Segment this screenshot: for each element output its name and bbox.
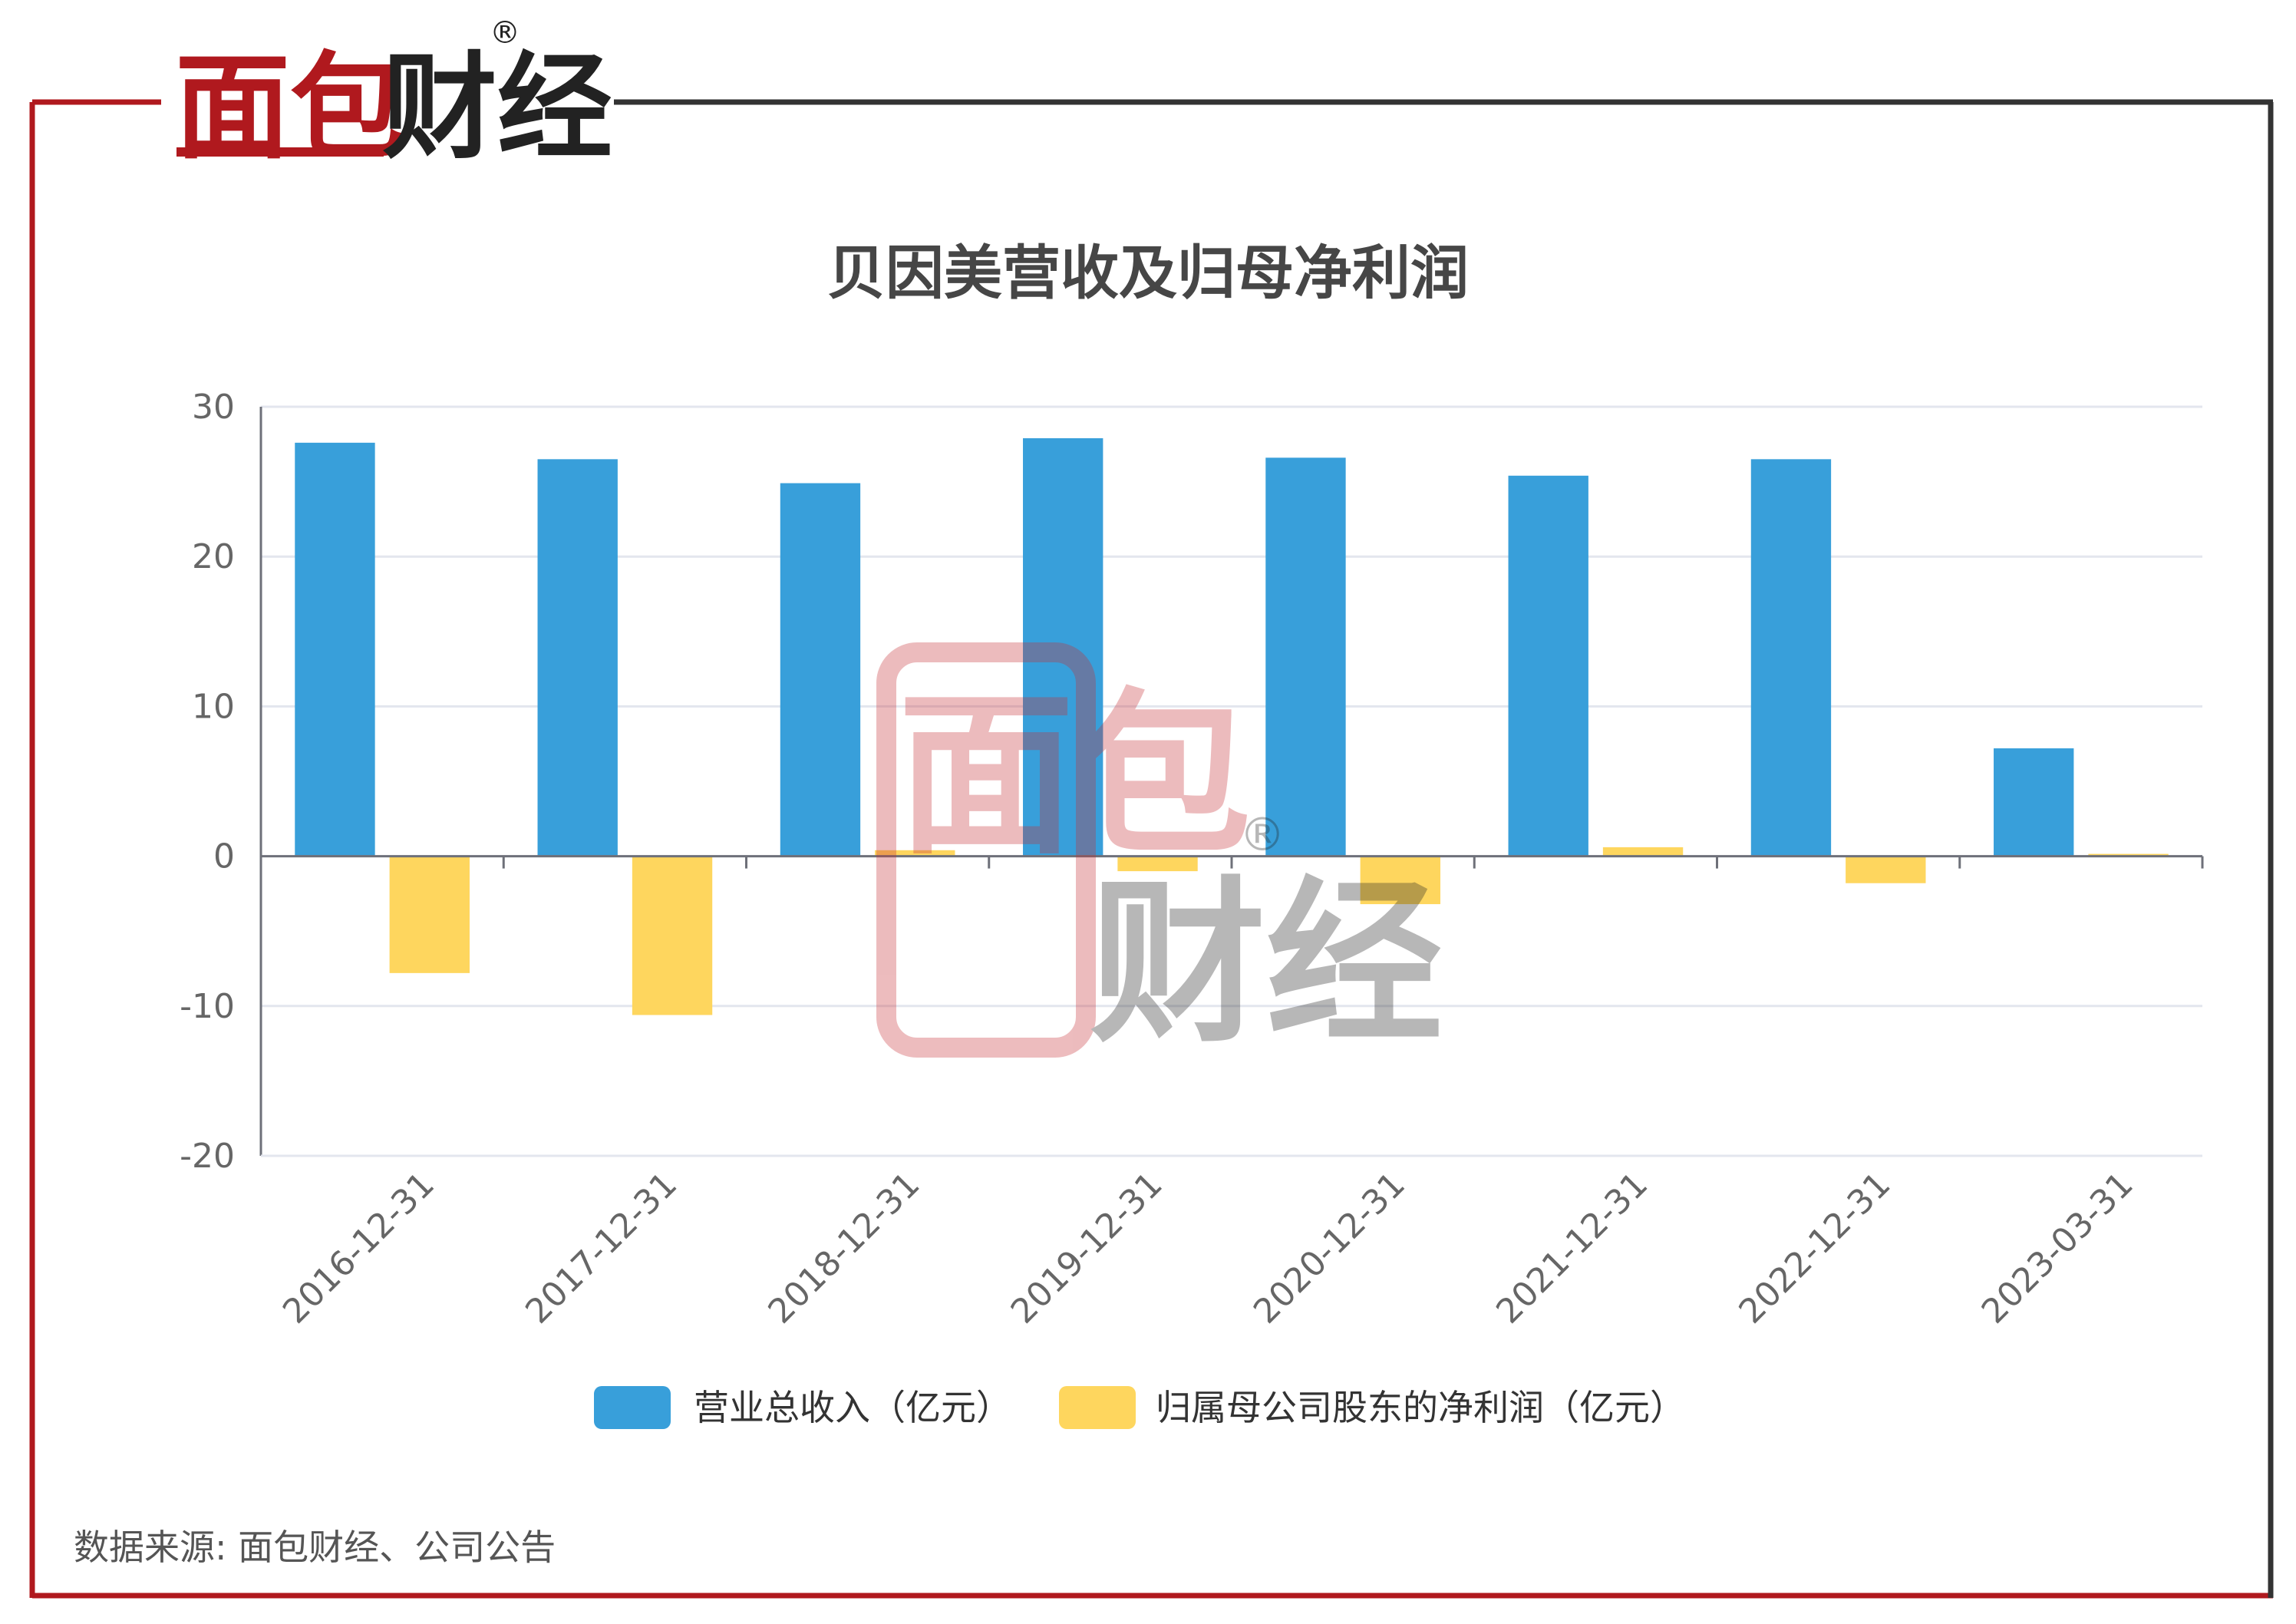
chart-title: 贝因美营收及归母净利润 bbox=[827, 239, 1469, 307]
bar-net-profit bbox=[1117, 856, 1198, 872]
bar-revenue bbox=[780, 483, 861, 857]
y-tick-label: 30 bbox=[192, 388, 235, 427]
watermark-registered-mark: ® bbox=[1239, 808, 1285, 862]
logo-red-text: 面包 bbox=[175, 41, 405, 175]
x-tick-label: 2018-12-31 bbox=[761, 1165, 928, 1332]
x-tick-label: 2016-12-31 bbox=[275, 1165, 442, 1332]
bar-revenue bbox=[295, 442, 375, 857]
watermark-red-text-1: 面包 bbox=[898, 674, 1251, 879]
brand-logo: 面包 财经 ® bbox=[175, 15, 612, 175]
watermark-frame-red bbox=[876, 642, 1096, 1058]
bar-net-profit bbox=[389, 856, 470, 973]
y-tick-label: 10 bbox=[192, 687, 235, 726]
legend-label-revenue: 营业总收入（亿元） bbox=[694, 1387, 1011, 1428]
watermark-logo: 面包 财经 ® bbox=[876, 642, 1443, 1067]
y-tick-label: -20 bbox=[180, 1137, 235, 1176]
bar-revenue bbox=[537, 459, 618, 857]
x-tick-label: 2021-12-31 bbox=[1489, 1165, 1655, 1332]
y-tick-label: 0 bbox=[213, 837, 235, 876]
legend-swatch-profit bbox=[1059, 1386, 1136, 1429]
bar-revenue bbox=[1023, 437, 1103, 857]
legend: 营业总收入（亿元） 归属母公司股东的净利润（亿元） bbox=[594, 1386, 1685, 1429]
x-axis-tick-labels: 2016-12-31 2017-12-31 2018-12-31 2019-12-31… bbox=[275, 1165, 2141, 1332]
y-tick-label: -10 bbox=[180, 987, 235, 1026]
x-tick-label: 2017-12-31 bbox=[518, 1165, 685, 1332]
x-tick-label: 2022-12-31 bbox=[1732, 1165, 1898, 1332]
logo-black-text: 财经 bbox=[382, 41, 612, 175]
logo-underline-red bbox=[176, 147, 384, 157]
bar-revenue bbox=[1508, 475, 1588, 857]
bar-revenue bbox=[1750, 459, 1832, 857]
legend-swatch-revenue bbox=[594, 1386, 671, 1429]
x-tick-label: 2019-12-31 bbox=[1004, 1165, 1170, 1332]
bar-revenue bbox=[1265, 457, 1346, 857]
bar-net-profit bbox=[1602, 847, 1684, 857]
bar-net-profit bbox=[1846, 856, 1926, 883]
bar-net-profit bbox=[875, 850, 955, 857]
y-axis-tick-labels: 30 20 10 0 -10 -20 bbox=[180, 388, 235, 1176]
logo-registered-mark: ® bbox=[490, 15, 520, 51]
x-tick-label: 2023-03-31 bbox=[1974, 1165, 2141, 1332]
bar-net-profit bbox=[632, 856, 713, 1015]
x-tick-label: 2020-12-31 bbox=[1246, 1165, 1413, 1332]
bars bbox=[295, 437, 2169, 1015]
axes bbox=[259, 407, 2204, 1157]
y-tick-label: 20 bbox=[192, 537, 235, 576]
bar-net-profit bbox=[1360, 856, 1440, 905]
legend-label-profit: 归属母公司股东的净利润（亿元） bbox=[1156, 1387, 1685, 1428]
frame bbox=[29, 99, 2274, 1599]
watermark-black-text: 财经 bbox=[1090, 862, 1443, 1067]
data-source-note: 数据来源: 面包财经、公司公告 bbox=[74, 1527, 556, 1568]
bar-revenue bbox=[1994, 748, 2074, 857]
